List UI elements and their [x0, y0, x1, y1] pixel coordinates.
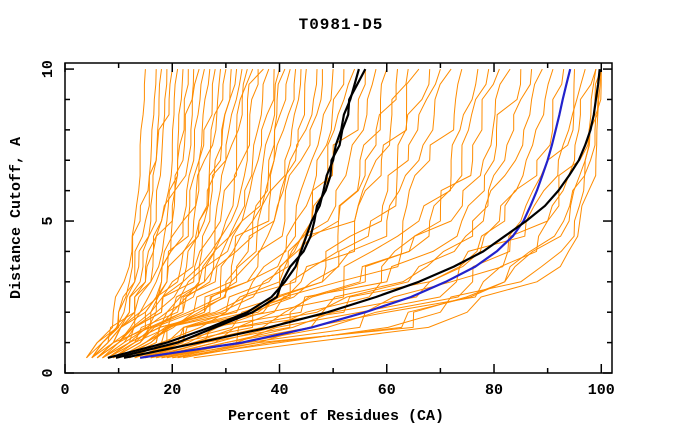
server-model-curve	[150, 68, 543, 359]
server-model-curve	[113, 69, 318, 359]
server-model-curve	[96, 69, 221, 359]
server-model-curve	[107, 68, 270, 359]
y-tick-label: 10	[40, 60, 57, 78]
x-tick-label: 60	[378, 382, 396, 399]
server-model-curve	[123, 69, 366, 359]
server-model-curve	[150, 69, 490, 359]
server-model-curve	[107, 69, 259, 359]
server-model-curve	[129, 68, 377, 359]
server-model-curve	[118, 69, 345, 359]
x-tick-label: 100	[588, 382, 615, 399]
server-model-curve	[118, 69, 302, 359]
server-model-curve	[118, 69, 323, 359]
model-black-right-curve	[123, 68, 601, 359]
server-model-curve	[113, 69, 275, 359]
x-tick-label: 80	[485, 382, 503, 399]
server-model-curve	[123, 69, 334, 359]
y-axis-label: Distance Cutoff, A	[8, 137, 25, 299]
server-model-curve	[91, 69, 168, 359]
server-model-curve	[96, 69, 184, 359]
y-tick-label: 0	[40, 368, 57, 377]
server-model-curve	[129, 68, 420, 359]
server-model-curve	[177, 68, 597, 359]
x-tick-label: 0	[60, 382, 69, 399]
chart-title: T0981-D5	[299, 16, 384, 34]
server-model-curve	[102, 69, 227, 359]
server-model-curve	[118, 68, 291, 359]
server-model-curve	[86, 69, 173, 359]
x-tick-label: 20	[163, 382, 181, 399]
server-model-curve	[102, 68, 264, 359]
server-model-curve	[86, 69, 146, 359]
server-model-curve	[145, 69, 522, 359]
server-model-curve	[134, 69, 479, 359]
model-black-center-2-curve	[115, 68, 367, 359]
server-model-curve	[139, 68, 500, 359]
server-model-curve	[172, 69, 602, 359]
x-axis-label: Percent of Residues (CA)	[228, 408, 444, 425]
server-model-curve	[113, 68, 286, 359]
server-model-curve	[102, 68, 254, 359]
server-model-curve	[156, 69, 565, 359]
server-model-curve	[145, 68, 441, 359]
server-model-curve	[107, 68, 280, 359]
server-model-curve	[96, 68, 248, 359]
y-tick-label: 5	[40, 216, 57, 225]
server-model-curve	[91, 68, 200, 359]
server-model-curve	[145, 68, 463, 359]
server-model-curve	[134, 69, 431, 359]
server-model-curve	[113, 69, 297, 359]
server-model-curve	[139, 68, 452, 359]
model-blue-curve	[139, 68, 572, 359]
server-model-curve	[91, 69, 189, 359]
server-model-curve	[161, 69, 597, 359]
server-model-curve	[161, 69, 533, 359]
plot-frame	[64, 62, 613, 374]
server-model-curve	[156, 68, 511, 359]
server-model-curve	[107, 69, 243, 359]
server-model-curve	[123, 69, 398, 359]
server-model-curve	[193, 69, 602, 359]
server-model-curve	[96, 69, 195, 359]
server-model-curve	[91, 69, 162, 359]
x-tick-label: 40	[271, 382, 289, 399]
server-model-curve	[91, 69, 216, 359]
